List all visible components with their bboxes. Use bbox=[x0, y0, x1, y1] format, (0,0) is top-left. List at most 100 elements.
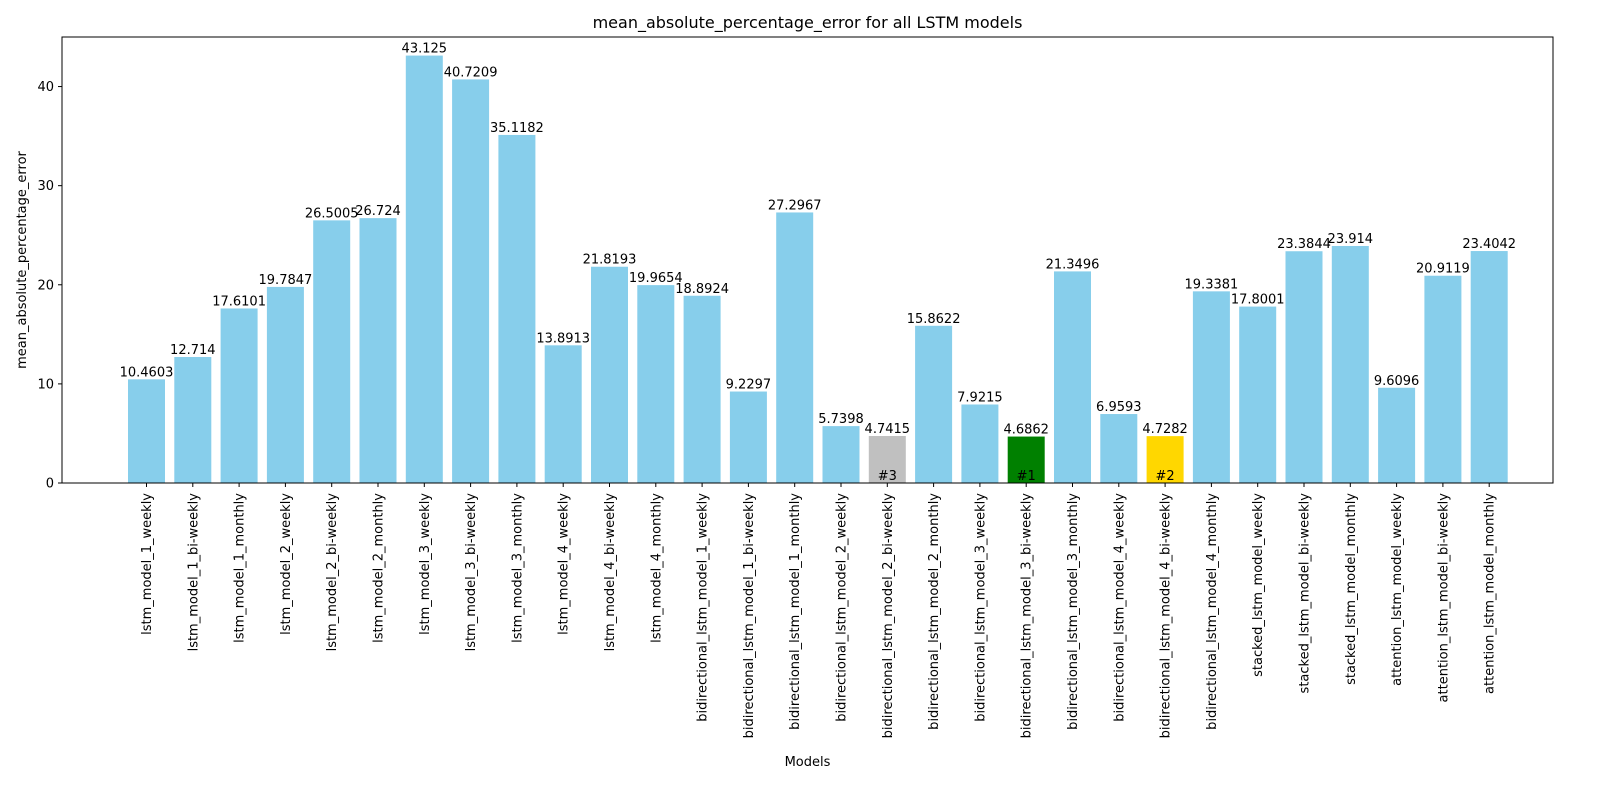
value-label-bidirectional_lstm_model_4_monthly: 19.3381 bbox=[1185, 277, 1239, 292]
x-tick-label-lstm_model_4_bi-weekly: lstm_model_4_bi-weekly bbox=[603, 493, 618, 652]
y-axis-ticks: 0 10 20 30 40 bbox=[37, 80, 62, 492]
x-tick-label-bidirectional_lstm_model_4_bi-weekly: bidirectional_lstm_model_4_bi-weekly bbox=[1159, 493, 1174, 739]
bar-stacked_lstm_model_monthly bbox=[1331, 245, 1369, 483]
y-tick-label-30: 30 bbox=[37, 179, 54, 194]
value-label-lstm_model_4_monthly: 19.9654 bbox=[629, 271, 683, 286]
bar-lstm_model_1_weekly bbox=[128, 379, 165, 483]
value-label-lstm_model_4_bi-weekly: 21.8193 bbox=[583, 253, 637, 268]
value-label-bidirectional_lstm_model_3_weekly: 7.9215 bbox=[957, 390, 1003, 405]
value-label-attention_lstm_model_bi-weekly: 20.9119 bbox=[1416, 262, 1470, 277]
value-label-lstm_model_1_weekly: 10.4603 bbox=[120, 365, 174, 380]
y-tick-label-40: 40 bbox=[37, 80, 54, 95]
x-tick-label-bidirectional_lstm_model_1_bi-weekly: bidirectional_lstm_model_1_bi-weekly bbox=[742, 493, 757, 739]
bars-layer bbox=[128, 55, 1508, 484]
bar-attention_lstm_model_monthly bbox=[1470, 251, 1508, 483]
x-tick-label-lstm_model_3_weekly: lstm_model_3_weekly bbox=[418, 493, 433, 635]
value-label-lstm_model_3_bi-weekly: 40.7209 bbox=[444, 65, 498, 80]
bar-lstm_model_4_weekly bbox=[544, 345, 582, 483]
x-tick-label-attention_lstm_model_bi-weekly: attention_lstm_model_bi-weekly bbox=[1436, 493, 1451, 703]
x-tick-label-bidirectional_lstm_model_1_monthly: bidirectional_lstm_model_1_monthly bbox=[788, 493, 803, 730]
bar-bidirectional_lstm_model_4_monthly bbox=[1192, 291, 1230, 483]
value-label-stacked_lstm_model_weekly: 17.8001 bbox=[1231, 293, 1285, 308]
value-label-stacked_lstm_model_bi-weekly: 23.3844 bbox=[1277, 237, 1331, 252]
bar-lstm_model_3_weekly bbox=[405, 55, 443, 483]
value-label-lstm_model_1_bi-weekly: 12.714 bbox=[170, 343, 216, 358]
bar-lstm_model_2_monthly bbox=[359, 218, 397, 483]
x-tick-label-bidirectional_lstm_model_4_monthly: bidirectional_lstm_model_4_monthly bbox=[1205, 493, 1220, 730]
value-label-bidirectional_lstm_model_1_monthly: 27.2967 bbox=[768, 198, 822, 213]
x-tick-label-attention_lstm_model_monthly: attention_lstm_model_monthly bbox=[1483, 493, 1498, 694]
value-label-bidirectional_lstm_model_4_weekly: 6.9593 bbox=[1096, 400, 1142, 415]
bar-bidirectional_lstm_model_3_bi-weekly bbox=[1007, 436, 1045, 483]
value-label-lstm_model_3_weekly: 43.125 bbox=[402, 42, 448, 57]
x-tick-label-bidirectional_lstm_model_4_weekly: bidirectional_lstm_model_4_weekly bbox=[1112, 493, 1127, 722]
x-axis-label: Models bbox=[785, 755, 831, 770]
bar-bidirectional_lstm_model_4_bi-weekly bbox=[1146, 436, 1184, 483]
bar-lstm_model_1_monthly bbox=[220, 308, 258, 483]
value-labels-layer: 10.4603 12.714 17.6101 19.7847 26.500526.724… bbox=[120, 42, 1516, 484]
rank-label-2: #2 bbox=[1156, 469, 1175, 484]
value-label-lstm_model_4_weekly: 13.8913 bbox=[536, 331, 590, 346]
bar-bidirectional_lstm_model_2_bi-weekly bbox=[868, 436, 906, 483]
bar-lstm_model_3_bi-weekly bbox=[452, 79, 490, 483]
x-tick-label-stacked_lstm_model_monthly: stacked_lstm_model_monthly bbox=[1344, 493, 1359, 685]
value-label-lstm_model_1_monthly: 17.6101 bbox=[212, 294, 266, 309]
bar-lstm_model_1_bi-weekly bbox=[174, 356, 212, 483]
value-label-bidirectional_lstm_model_2_weekly: 5.7398 bbox=[818, 412, 864, 427]
bar-bidirectional_lstm_model_3_monthly bbox=[1054, 271, 1091, 483]
x-tick-label-attention_lstm_model_weekly: attention_lstm_model_weekly bbox=[1390, 493, 1405, 686]
x-tick-label-bidirectional_lstm_model_3_monthly: bidirectional_lstm_model_3_monthly bbox=[1066, 493, 1081, 730]
x-tick-label-lstm_model_4_monthly: lstm_model_4_monthly bbox=[649, 493, 664, 643]
bar-lstm_model_3_monthly bbox=[498, 134, 536, 483]
x-tick-label-stacked_lstm_model_weekly: stacked_lstm_model_weekly bbox=[1251, 493, 1266, 677]
x-tick-label-lstm_model_2_bi-weekly: lstm_model_2_bi-weekly bbox=[325, 493, 340, 652]
bar-lstm_model_4_bi-weekly bbox=[591, 266, 628, 483]
y-tick-label-10: 10 bbox=[37, 377, 54, 392]
value-label-bidirectional_lstm_model_4_bi-weekly: 4.7282 bbox=[1142, 422, 1188, 437]
rank-label-1: #1 bbox=[1017, 469, 1036, 484]
bar-lstm_model_2_weekly bbox=[266, 286, 304, 483]
bar-bidirectional_lstm_model_1_monthly bbox=[776, 212, 814, 484]
x-tick-label-lstm_model_3_bi-weekly: lstm_model_3_bi-weekly bbox=[464, 493, 479, 652]
bar-bidirectional_lstm_model_2_weekly bbox=[822, 426, 860, 483]
y-axis-label: mean_absolute_percentage_error bbox=[15, 150, 30, 368]
bar-bidirectional_lstm_model_1_weekly bbox=[683, 295, 721, 483]
value-label-lstm_model_2_bi-weekly: 26.5005 bbox=[305, 206, 359, 221]
bar-bidirectional_lstm_model_3_weekly bbox=[961, 404, 999, 483]
plot-frame bbox=[61, 36, 1554, 484]
value-label-attention_lstm_model_monthly: 23.4042 bbox=[1462, 237, 1516, 252]
x-tick-label-lstm_model_1_monthly: lstm_model_1_monthly bbox=[233, 493, 248, 643]
x-tick-label-bidirectional_lstm_model_2_monthly: bidirectional_lstm_model_2_monthly bbox=[927, 493, 942, 730]
y-tick-label-0: 0 bbox=[46, 477, 54, 492]
value-label-attention_lstm_model_weekly: 9.6096 bbox=[1374, 374, 1420, 389]
value-label-bidirectional_lstm_model_2_monthly: 15.8622 bbox=[907, 312, 961, 327]
value-label-lstm_model_3_monthly: 35.1182 bbox=[490, 121, 544, 136]
rank-label-3: #3 bbox=[878, 469, 897, 484]
chart-title: mean_absolute_percentage_error for all L… bbox=[593, 13, 1023, 33]
x-tick-label-bidirectional_lstm_model_2_bi-weekly: bidirectional_lstm_model_2_bi-weekly bbox=[881, 493, 896, 739]
bar-lstm_model_4_monthly bbox=[637, 285, 675, 483]
bar-bidirectional_lstm_model_4_weekly bbox=[1100, 414, 1138, 483]
x-axis-ticks: lstm_model_1_weekly lstm_model_1_bi-weekl… bbox=[140, 483, 1498, 738]
bar-lstm_model_2_bi-weekly bbox=[313, 220, 351, 484]
value-label-bidirectional_lstm_model_2_bi-weekly: 4.7415 bbox=[865, 422, 911, 437]
value-label-lstm_model_2_weekly: 19.7847 bbox=[259, 273, 313, 288]
x-tick-label-bidirectional_lstm_model_1_weekly: bidirectional_lstm_model_1_weekly bbox=[696, 493, 711, 722]
bar-attention_lstm_model_weekly bbox=[1378, 387, 1416, 483]
value-label-bidirectional_lstm_model_3_monthly: 21.3496 bbox=[1046, 257, 1100, 272]
value-label-lstm_model_2_monthly: 26.724 bbox=[355, 204, 401, 219]
value-label-stacked_lstm_model_monthly: 23.914 bbox=[1328, 232, 1374, 247]
x-tick-label-bidirectional_lstm_model_3_weekly: bidirectional_lstm_model_3_weekly bbox=[973, 493, 988, 722]
x-tick-label-bidirectional_lstm_model_2_weekly: bidirectional_lstm_model_2_weekly bbox=[835, 493, 850, 722]
x-tick-label-lstm_model_2_monthly: lstm_model_2_monthly bbox=[372, 493, 387, 643]
value-label-bidirectional_lstm_model_3_bi-weekly: 4.6862 bbox=[1003, 423, 1049, 438]
bar-bidirectional_lstm_model_2_monthly bbox=[915, 325, 953, 483]
bar-stacked_lstm_model_bi-weekly bbox=[1285, 251, 1323, 483]
bar-stacked_lstm_model_weekly bbox=[1239, 306, 1277, 483]
bar-attention_lstm_model_bi-weekly bbox=[1424, 275, 1462, 483]
x-tick-label-lstm_model_2_weekly: lstm_model_2_weekly bbox=[279, 493, 294, 635]
x-tick-label-lstm_model_1_bi-weekly: lstm_model_1_bi-weekly bbox=[186, 493, 201, 652]
y-tick-label-20: 20 bbox=[37, 278, 54, 293]
